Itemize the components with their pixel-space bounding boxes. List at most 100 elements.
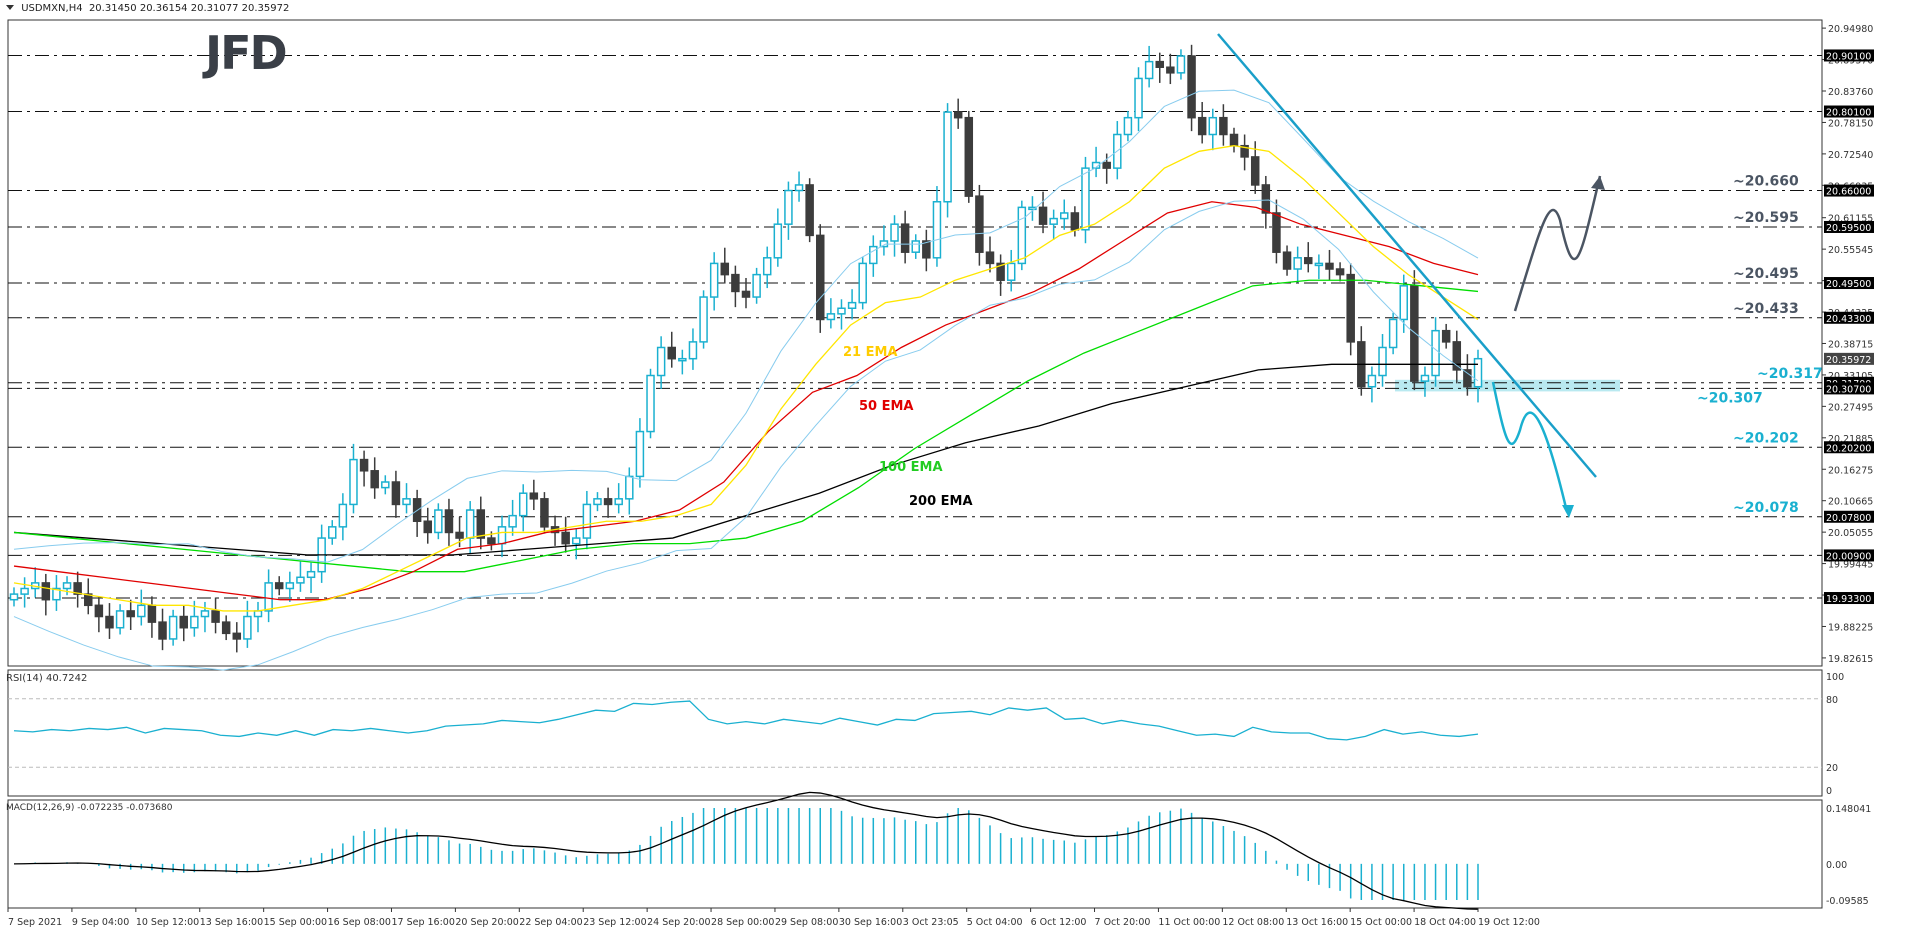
dropdown-triangle-icon[interactable] (6, 5, 14, 10)
candle (73, 582, 82, 595)
macd-label: MACD(12,26,9) -0.072235 -0.073680 (6, 803, 173, 813)
candle (964, 116, 974, 197)
svg-text:13 Sep 16:00: 13 Sep 16:00 (200, 917, 263, 928)
candle (147, 604, 157, 623)
candle (1176, 55, 1186, 74)
candle (1006, 262, 1016, 281)
candle (105, 615, 114, 629)
candle (911, 240, 920, 253)
candle (1038, 206, 1048, 225)
rsi-label: RSI(14) 40.7242 (6, 673, 88, 684)
svg-text:19.82615: 19.82615 (1828, 654, 1873, 665)
candle (1197, 116, 1207, 136)
candle (762, 257, 772, 276)
candle (1325, 262, 1334, 270)
svg-text:19.93300: 19.93300 (1826, 594, 1871, 605)
candle (444, 509, 454, 534)
candle (1463, 369, 1472, 388)
svg-text:20.59500: 20.59500 (1826, 223, 1871, 234)
svg-text:20.27495: 20.27495 (1828, 402, 1873, 413)
svg-text:21 EMA: 21 EMA (843, 345, 898, 360)
jfd-logo: JFD (205, 26, 288, 80)
svg-text:20.49500: 20.49500 (1826, 279, 1871, 290)
candle (41, 582, 51, 601)
candle (52, 587, 61, 601)
svg-text:20.07800: 20.07800 (1826, 513, 1871, 524)
candle (402, 498, 411, 506)
svg-text:15 Oct 00:00: 15 Oct 00:00 (1350, 917, 1412, 928)
candle (423, 520, 432, 534)
candle (338, 503, 348, 528)
candle (603, 498, 613, 506)
candle (465, 509, 475, 539)
macd-signal-line (13, 791, 1479, 910)
candle (625, 475, 634, 500)
svg-text:20.38715: 20.38715 (1828, 339, 1873, 350)
candle (561, 531, 570, 545)
candle (211, 610, 220, 623)
candle (232, 632, 242, 640)
svg-text:20.20200: 20.20200 (1826, 443, 1871, 454)
candle (922, 240, 931, 259)
bullish-scenario-arrow (1513, 175, 1602, 312)
svg-text:20.30700: 20.30700 (1826, 384, 1871, 395)
svg-text:20.05055: 20.05055 (1828, 528, 1873, 539)
candle (1240, 144, 1249, 158)
candle (1208, 116, 1218, 136)
candle (1091, 161, 1101, 169)
candle (1378, 346, 1387, 377)
candle (1431, 329, 1440, 377)
svg-text:20.00900: 20.00900 (1826, 551, 1871, 562)
candle (115, 610, 125, 629)
candle (1081, 167, 1090, 231)
candle (455, 531, 464, 539)
candle (720, 262, 730, 276)
candle (1272, 212, 1281, 253)
svg-text:20.21885: 20.21885 (1828, 434, 1873, 445)
candle (274, 582, 284, 590)
candle (996, 262, 1005, 281)
candle (709, 262, 719, 298)
candle (1102, 161, 1111, 169)
symbol-timeframe: USDMXN,H4 (21, 3, 83, 14)
svg-text:0: 0 (1826, 786, 1832, 797)
candle (285, 582, 295, 590)
candle (497, 526, 507, 545)
svg-text:13 Oct 16:00: 13 Oct 16:00 (1286, 917, 1348, 928)
candle (794, 184, 804, 192)
candle (1441, 329, 1451, 343)
svg-text:19 Oct 12:00: 19 Oct 12:00 (1478, 917, 1540, 928)
svg-text:16 Sep 08:00: 16 Sep 08:00 (328, 917, 391, 928)
candle (179, 615, 188, 629)
svg-text:20.35972: 20.35972 (1826, 355, 1871, 366)
candle (1314, 262, 1324, 267)
candle (635, 430, 645, 478)
candle (688, 341, 698, 360)
candle (9, 593, 19, 601)
candle (1166, 66, 1175, 74)
candle (1367, 374, 1377, 388)
candle (1060, 212, 1069, 220)
svg-text:~20.660: ~20.660 (1733, 174, 1799, 190)
svg-text:80: 80 (1826, 695, 1838, 706)
candle (826, 313, 836, 321)
svg-text:20: 20 (1826, 763, 1838, 774)
svg-text:~20.307: ~20.307 (1697, 390, 1763, 406)
svg-text:20.66000: 20.66000 (1826, 187, 1871, 198)
candle (784, 189, 793, 225)
bollinger-upper (13, 89, 1479, 563)
candle (1282, 251, 1292, 270)
svg-text:100 EMA: 100 EMA (879, 460, 943, 475)
candle (190, 615, 199, 629)
candle (487, 537, 496, 545)
candle (137, 604, 146, 618)
candle (1028, 206, 1037, 211)
rsi-line (13, 700, 1479, 741)
svg-text:20 Sep 20:00: 20 Sep 20:00 (455, 917, 518, 928)
svg-text:3 Oct 23:05: 3 Oct 23:05 (903, 917, 959, 928)
svg-text:20.83760: 20.83760 (1828, 87, 1873, 98)
svg-text:7 Sep 2021: 7 Sep 2021 (8, 917, 62, 928)
candle (168, 615, 178, 640)
candle (381, 481, 390, 489)
svg-text:0.00: 0.00 (1826, 860, 1847, 871)
